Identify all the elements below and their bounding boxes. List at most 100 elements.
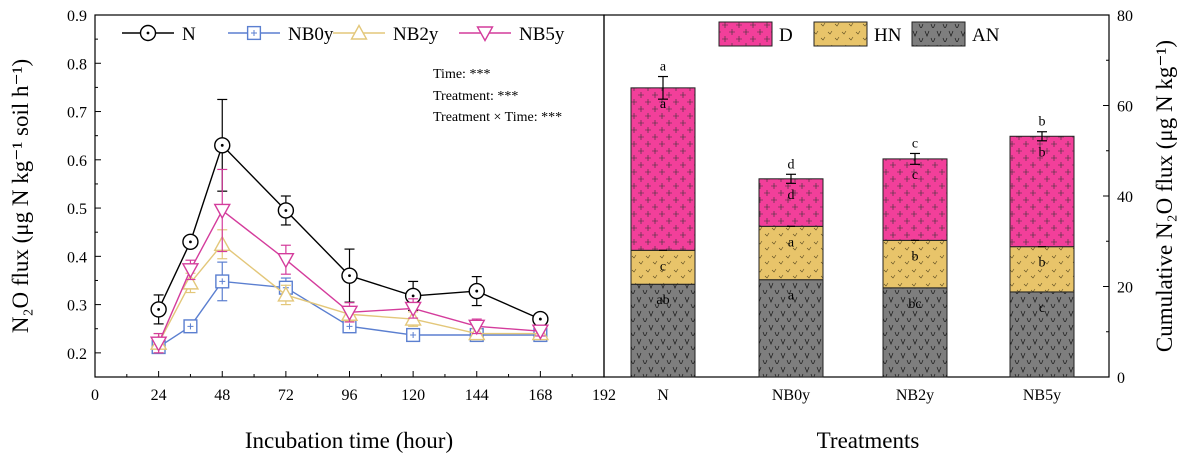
legend-label-NB2y: NB2y xyxy=(393,24,439,45)
category-label-NB5y: NB5y xyxy=(1023,387,1061,404)
legend-swatch-D xyxy=(718,21,773,47)
segment-letter-HN-NB2y: b xyxy=(912,249,919,264)
x-tick-label-72: 72 xyxy=(278,387,294,404)
point-NB5y xyxy=(531,324,550,341)
bar-AN-NB5y xyxy=(1009,291,1075,378)
segment-letter-AN-NB5y: c xyxy=(1039,301,1045,316)
line-axes-ticks: 0 24 48 72 96 120 144 168 192 0.2 0.3 0.4 0.5 0.6 0.7 0… xyxy=(67,8,616,404)
y2-tick-label-0: 0 xyxy=(1117,370,1125,387)
point-NB2y xyxy=(277,286,295,302)
bar-D-NB2y xyxy=(882,158,948,241)
legend-marker-NB0y-cross xyxy=(251,30,257,36)
y2-tick-label-20: 20 xyxy=(1117,280,1133,297)
point-N-dot xyxy=(189,240,192,244)
segment-letter-AN-NB2y: bc xyxy=(908,297,921,312)
x-tick-label-96: 96 xyxy=(342,387,358,404)
segment-letter-D-N: a xyxy=(660,97,667,112)
point-NB5y xyxy=(149,336,168,353)
legend-label-HN: HN xyxy=(874,25,902,46)
legend-label-N: N xyxy=(182,24,196,45)
bar-AN-NB2y xyxy=(882,287,948,378)
point-NB0y-cross xyxy=(219,278,226,285)
line-NB5y xyxy=(157,209,541,344)
segment-letter-D-NB5y: b xyxy=(1039,145,1046,160)
bar-HN-N xyxy=(630,249,696,285)
bar-x-axis-label: Treatments xyxy=(817,428,920,453)
y-tick-label-0.8: 0.8 xyxy=(67,56,87,73)
point-NB5y xyxy=(404,301,422,318)
segment-letter-HN-NB5y: b xyxy=(1039,256,1046,271)
x-tick-label-24: 24 xyxy=(151,387,167,404)
line-NB2y xyxy=(158,243,541,344)
point-N-dot xyxy=(220,143,224,147)
x-tick-label-0: 0 xyxy=(91,387,99,404)
point-NB2y xyxy=(181,273,200,290)
legend-marker-NB5y xyxy=(476,26,494,42)
annotation-time: Time: *** xyxy=(433,67,490,82)
line-legend: N NB0y NB2y NB5y xyxy=(122,24,565,45)
bar-legend: D HN AN xyxy=(718,21,1000,47)
total-letter-NB2y: c xyxy=(912,136,918,151)
segment-letter-D-NB2y: c xyxy=(912,168,918,183)
category-label-NB0y: NB0y xyxy=(772,387,810,404)
point-NB5y xyxy=(340,305,359,322)
segment-letter-D-NB0y: d xyxy=(788,188,795,203)
annotation-interaction: Treatment × Time: *** xyxy=(433,110,562,125)
bar-AN-N xyxy=(630,283,696,378)
bar-HN-NB5y xyxy=(1009,246,1075,293)
bar-axes-ticks: 0 20 40 60 80 N NB0y NB2y NB5y xyxy=(657,8,1133,404)
legend-marker-N-dot xyxy=(146,31,150,35)
point-NB0y-cross xyxy=(346,323,353,330)
y-tick-label-0.7: 0.7 xyxy=(67,105,87,122)
bar-AN-NB0y xyxy=(758,279,824,378)
y2-tick-label-80: 80 xyxy=(1117,8,1133,25)
total-letter-N: a xyxy=(660,60,667,75)
y-tick-label-0.6: 0.6 xyxy=(67,153,87,170)
point-N-dot xyxy=(284,209,288,212)
segment-letter-HN-N: c xyxy=(660,259,666,274)
y2-tick-label-60: 60 xyxy=(1117,99,1133,116)
bar-HN-NB0y xyxy=(758,225,824,281)
line-y-axis-label: N₂O flux (μg N kg⁻¹ soil h⁻¹) xyxy=(8,59,33,333)
y-tick-label-0.5: 0.5 xyxy=(67,201,87,218)
point-N-dot xyxy=(348,274,351,278)
annotation-treatment: Treatment: *** xyxy=(433,89,518,104)
category-label-N: N xyxy=(657,387,669,404)
y-tick-label-0.4: 0.4 xyxy=(67,249,87,266)
x-tick-label-48: 48 xyxy=(214,387,230,404)
point-NB5y xyxy=(468,319,486,336)
segment-letter-AN-N: ab xyxy=(656,293,669,308)
point-NB0y-cross xyxy=(187,323,194,330)
total-letter-NB0y: d xyxy=(788,157,795,172)
legend-marker-NB2y xyxy=(350,24,368,40)
y-tick-label-0.2: 0.2 xyxy=(67,346,87,363)
y-tick-label-0.3: 0.3 xyxy=(67,298,87,315)
x-tick-label-168: 168 xyxy=(528,387,552,404)
x-tick-label-144: 144 xyxy=(465,387,489,404)
legend-label-D: D xyxy=(779,25,793,46)
total-letter-NB5y: b xyxy=(1039,115,1046,130)
point-NB0y-cross xyxy=(410,332,417,339)
line-x-axis-label: Incubation time (hour) xyxy=(245,428,453,453)
bar-D-NB0y xyxy=(758,178,824,227)
bar-D-N xyxy=(630,87,696,251)
y2-tick-label-40: 40 xyxy=(1117,189,1133,206)
line-series-group xyxy=(149,98,550,355)
legend-label-NB5y: NB5y xyxy=(519,24,565,45)
series-N xyxy=(150,98,549,328)
point-NB5y xyxy=(181,263,200,279)
point-NB5y xyxy=(213,203,231,220)
bar-y-axis-label: Cumulative N₂O flux (μg N kg⁻¹) xyxy=(1152,40,1177,352)
point-NB5y xyxy=(277,253,295,269)
point-N-dot xyxy=(157,308,161,311)
x-tick-label-120: 120 xyxy=(401,387,425,404)
legend-label-NB0y: NB0y xyxy=(288,24,334,45)
point-N-dot xyxy=(538,317,542,321)
line-N xyxy=(157,144,541,320)
legend-swatch-HN xyxy=(813,21,868,47)
legend-label-AN: AN xyxy=(972,25,1000,46)
segment-letter-HN-NB0y: a xyxy=(788,235,795,250)
category-label-NB2y: NB2y xyxy=(896,387,934,404)
